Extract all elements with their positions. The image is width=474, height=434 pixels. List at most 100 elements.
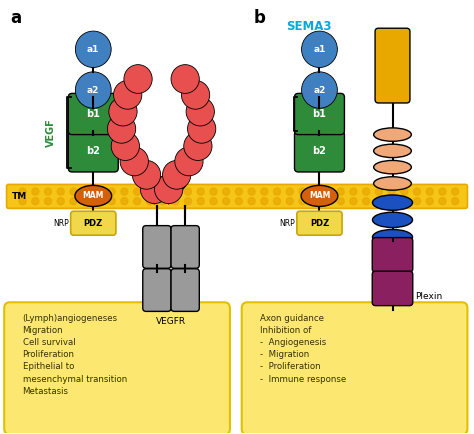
- Circle shape: [134, 197, 141, 205]
- Circle shape: [286, 197, 293, 205]
- Circle shape: [108, 188, 115, 195]
- Text: Plexin: Plexin: [415, 292, 442, 301]
- Circle shape: [401, 197, 408, 205]
- Circle shape: [324, 188, 331, 195]
- Circle shape: [172, 197, 179, 205]
- FancyBboxPatch shape: [4, 302, 230, 434]
- Circle shape: [363, 188, 370, 195]
- Circle shape: [124, 65, 152, 93]
- Circle shape: [57, 188, 64, 195]
- Circle shape: [350, 188, 357, 195]
- Circle shape: [134, 188, 141, 195]
- FancyBboxPatch shape: [372, 271, 413, 306]
- FancyBboxPatch shape: [68, 93, 118, 135]
- Circle shape: [146, 188, 154, 195]
- Circle shape: [45, 197, 52, 205]
- Circle shape: [175, 147, 203, 176]
- Circle shape: [261, 197, 268, 205]
- Circle shape: [223, 188, 230, 195]
- Circle shape: [32, 188, 39, 195]
- Ellipse shape: [373, 195, 412, 210]
- Ellipse shape: [374, 161, 411, 174]
- Circle shape: [172, 188, 179, 195]
- Circle shape: [184, 188, 191, 195]
- Circle shape: [121, 197, 128, 205]
- FancyBboxPatch shape: [143, 226, 171, 268]
- Circle shape: [140, 175, 169, 204]
- Circle shape: [210, 197, 217, 205]
- Text: (Lymph)angiogeneses
Migration
Cell survival
Proliferation
Epithelial to
mesenchy: (Lymph)angiogeneses Migration Cell survi…: [23, 314, 127, 396]
- Circle shape: [401, 188, 408, 195]
- Circle shape: [82, 188, 90, 195]
- Text: b2: b2: [312, 146, 327, 156]
- Circle shape: [159, 188, 166, 195]
- Circle shape: [75, 31, 111, 68]
- Circle shape: [120, 147, 148, 176]
- Circle shape: [19, 188, 26, 195]
- Circle shape: [324, 197, 331, 205]
- Circle shape: [45, 188, 52, 195]
- Circle shape: [70, 197, 77, 205]
- Circle shape: [163, 161, 191, 189]
- Circle shape: [57, 197, 64, 205]
- FancyBboxPatch shape: [171, 226, 199, 268]
- Text: b1: b1: [86, 109, 100, 119]
- Circle shape: [261, 188, 268, 195]
- Text: b: b: [254, 9, 265, 26]
- Ellipse shape: [75, 185, 112, 207]
- Circle shape: [19, 197, 26, 205]
- FancyBboxPatch shape: [71, 211, 116, 235]
- Ellipse shape: [373, 212, 412, 227]
- FancyBboxPatch shape: [294, 93, 345, 135]
- Circle shape: [426, 188, 433, 195]
- Circle shape: [95, 197, 102, 205]
- Circle shape: [439, 188, 446, 195]
- Text: a1: a1: [313, 45, 326, 54]
- Text: a2: a2: [313, 85, 326, 95]
- Circle shape: [188, 115, 216, 143]
- Circle shape: [155, 175, 183, 204]
- Text: NRP: NRP: [279, 219, 295, 228]
- Circle shape: [388, 188, 395, 195]
- FancyBboxPatch shape: [294, 131, 345, 172]
- Circle shape: [82, 197, 90, 205]
- Circle shape: [248, 197, 255, 205]
- Circle shape: [426, 197, 433, 205]
- Circle shape: [375, 197, 383, 205]
- Ellipse shape: [374, 128, 411, 141]
- Text: MAM: MAM: [309, 191, 330, 201]
- Circle shape: [337, 197, 344, 205]
- Text: SEMA3: SEMA3: [286, 20, 332, 33]
- Circle shape: [75, 72, 111, 108]
- Text: PDZ: PDZ: [83, 219, 103, 228]
- Circle shape: [184, 197, 191, 205]
- Circle shape: [236, 197, 242, 205]
- Circle shape: [350, 197, 357, 205]
- Circle shape: [114, 80, 142, 109]
- Circle shape: [413, 188, 420, 195]
- Circle shape: [182, 80, 210, 109]
- Circle shape: [171, 65, 199, 93]
- Text: a2: a2: [87, 85, 100, 95]
- Text: PDZ: PDZ: [310, 219, 329, 228]
- Text: b2: b2: [86, 146, 100, 156]
- Circle shape: [388, 197, 395, 205]
- Ellipse shape: [373, 230, 412, 245]
- Circle shape: [452, 197, 459, 205]
- Circle shape: [299, 188, 306, 195]
- Circle shape: [184, 132, 212, 161]
- Circle shape: [108, 115, 136, 143]
- Text: TM: TM: [12, 192, 27, 201]
- Circle shape: [132, 161, 161, 189]
- Circle shape: [337, 188, 344, 195]
- Circle shape: [452, 188, 459, 195]
- FancyBboxPatch shape: [242, 302, 467, 434]
- Text: a: a: [10, 9, 21, 26]
- Text: VEGF: VEGF: [46, 118, 56, 147]
- Circle shape: [312, 188, 319, 195]
- Circle shape: [70, 188, 77, 195]
- Circle shape: [121, 188, 128, 195]
- Circle shape: [146, 197, 154, 205]
- FancyBboxPatch shape: [375, 28, 410, 103]
- Circle shape: [111, 132, 139, 161]
